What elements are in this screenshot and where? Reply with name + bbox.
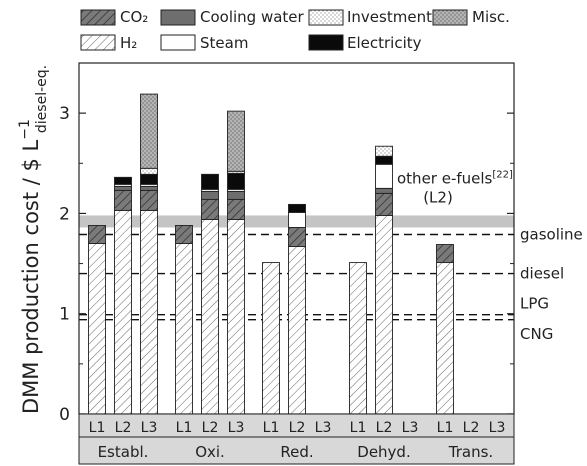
bar-segment-oxi-l3-misc [227, 110, 245, 172]
bar-segment-dehyd-l2-co [375, 192, 393, 216]
bar-segment-establ-l2-electricity [114, 176, 132, 185]
legend-label-cooling-water: Cooling water [200, 8, 305, 26]
bar-segment-oxi-l1-co [175, 225, 193, 244]
legend-swatch-co2 [80, 9, 116, 26]
bar-segment-dehyd-l2-h [375, 214, 393, 415]
bar-label-trans-l1: L1 [437, 420, 454, 436]
bar-segment-red-l2-co [288, 227, 306, 247]
bar-label-trans-l2: L2 [463, 420, 480, 436]
ref-label-cng: CNG [520, 325, 553, 343]
bar-segment-oxi-l2-h [201, 218, 219, 415]
ref-label-lpg: LPG [520, 295, 549, 313]
bar-segment-establ-l3-cooling-water [140, 185, 158, 191]
group-label-trans: Trans. [448, 443, 493, 461]
bars [88, 93, 454, 415]
group-label-dehyd: Dehyd. [357, 443, 410, 461]
bar-segment-dehyd-l2-electricity [375, 155, 393, 165]
y-tick-label: 3 [59, 104, 70, 124]
legend-swatch-electricity [308, 34, 344, 51]
bar-segment-establ-l1-co [88, 225, 106, 244]
bar-segment-oxi-l2-cooling-water [201, 190, 219, 200]
bar-segment-oxi-l3-cooling-water [227, 190, 245, 200]
bar-segment-establ-l2-h [114, 209, 132, 415]
legend-label-h2: H₂ [120, 34, 137, 52]
bar-segment-establ-l2-cooling-water [114, 185, 132, 191]
bar-segment-oxi-l2-electricity [201, 173, 219, 190]
ref-label-gasoline: gasoline [520, 225, 583, 243]
legend-label-co2: CO₂ [120, 8, 148, 26]
bar-segment-dehyd-l2-steam [375, 163, 393, 189]
bar-segment-trans-l1-co [436, 244, 454, 264]
bar-segment-red-l2-steam [288, 211, 306, 228]
bar-segment-establ-l3-electricity [140, 173, 158, 185]
bar-label-red-l1: L1 [263, 420, 280, 436]
bar-label-establ-l2: L2 [115, 420, 132, 436]
legend-label-steam: Steam [200, 34, 248, 52]
bar-label-dehyd-l2: L2 [376, 420, 393, 436]
bar-label-establ-l1: L1 [89, 420, 106, 436]
legend-swatch-h2 [80, 34, 116, 51]
group-label-oxi: Oxi. [195, 443, 225, 461]
bar-segment-establ-l3-investment [140, 167, 158, 175]
bar-label-dehyd-l3: L3 [402, 420, 419, 436]
bar-label-trans-l3: L3 [489, 420, 506, 436]
bar-label-dehyd-l1: L1 [350, 420, 367, 436]
bar-segment-red-l2-electricity [288, 203, 306, 213]
bar-segment-oxi-l3-electricity [227, 172, 245, 190]
legend-swatch-steam [160, 34, 196, 51]
bar-segment-establ-l3-misc [140, 93, 158, 169]
legend-label-investment: Investment [347, 8, 432, 26]
bar-label-red-l3: L3 [315, 420, 332, 436]
bar-label-oxi-l3: L3 [228, 420, 245, 436]
bar-segment-oxi-l2-co [201, 198, 219, 220]
bar-segment-red-l2-h [288, 246, 306, 415]
bar-segment-dehyd-l1-h [349, 262, 367, 415]
bar-label-oxi-l2: L2 [202, 420, 219, 436]
legend-swatch-cooling-water [160, 9, 196, 26]
bar-segment-red-l1-h [262, 262, 280, 415]
legend: CO₂ Cooling water Investment Misc. H₂ St… [80, 8, 510, 52]
legend-label-electricity: Electricity [347, 34, 422, 52]
bar-segment-oxi-l3-co [227, 198, 245, 220]
bar-segment-establ-l3-h [140, 209, 158, 415]
e-fuels-sublabel: (L2) [423, 188, 453, 206]
y-tick-label: 0 [59, 405, 70, 425]
bar-label-oxi-l1: L1 [176, 420, 193, 436]
bar-label-red-l2: L2 [289, 420, 306, 436]
bar-segment-oxi-l3-h [227, 218, 245, 415]
legend-label-misc: Misc. [472, 8, 510, 26]
bar-segment-dehyd-l2-cooling-water [375, 187, 393, 194]
bar-segment-establ-l1-h [88, 243, 106, 415]
ref-label-diesel: diesel [520, 265, 564, 283]
bar-segment-dehyd-l2-investment [375, 145, 393, 157]
bar-segment-establ-l3-co [140, 189, 158, 211]
group-label-establ: Establ. [98, 443, 149, 461]
legend-swatch-misc [432, 9, 468, 26]
legend-swatch-investment [308, 9, 344, 26]
y-tick-label: 2 [59, 204, 70, 224]
e-fuels-label: other e-fuels[22] [397, 169, 513, 187]
bar-segment-oxi-l1-h [175, 243, 193, 415]
group-label-strip [78, 436, 515, 465]
bar-segment-trans-l1-h [436, 262, 454, 415]
bar-label-establ-l3: L3 [141, 420, 158, 436]
y-tick-label: 1 [59, 305, 70, 325]
group-label-red: Red. [280, 443, 313, 461]
y-axis-label: DMM production cost / $ L−1diesel-eq. [17, 65, 50, 414]
bar-segment-establ-l2-co [114, 189, 132, 211]
